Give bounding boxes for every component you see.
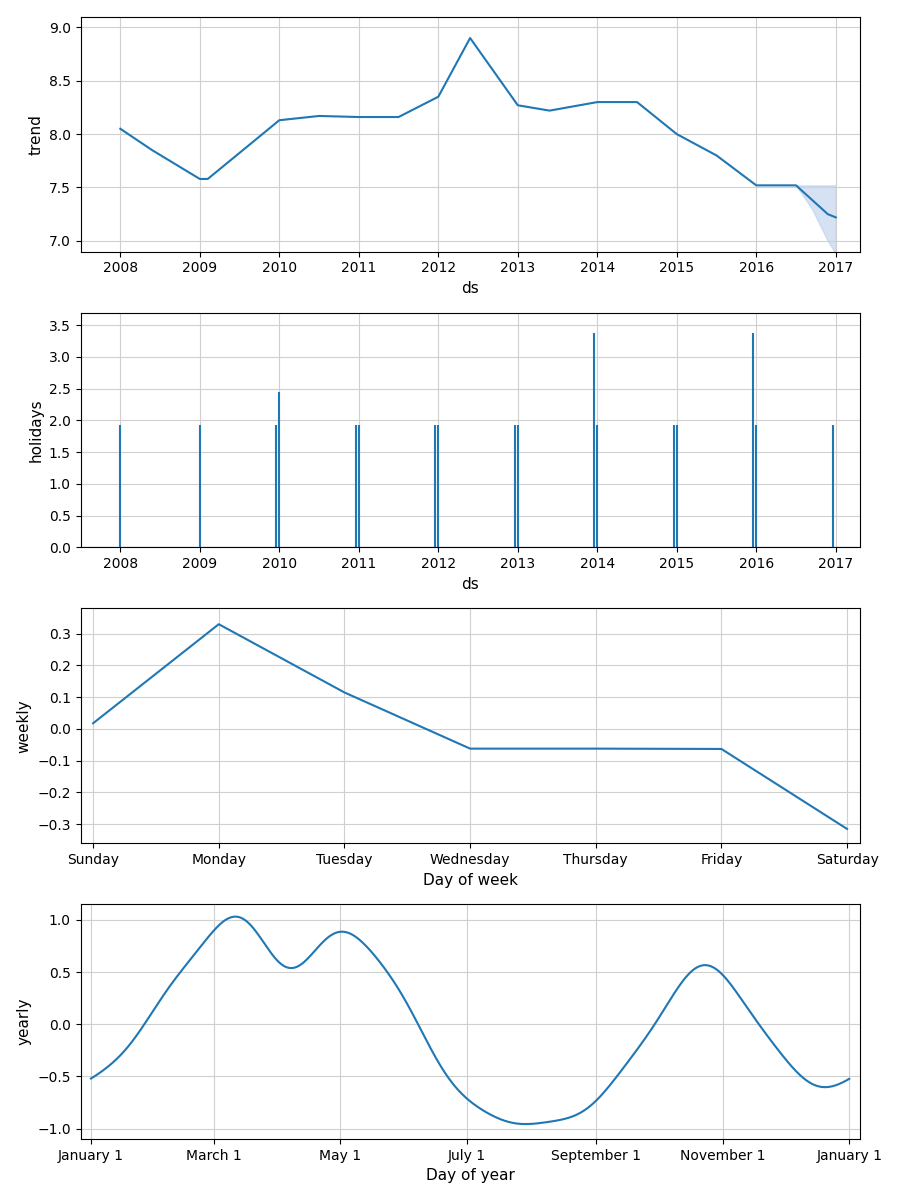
X-axis label: ds: ds — [461, 281, 479, 296]
Y-axis label: weekly: weekly — [17, 698, 32, 752]
X-axis label: Day of year: Day of year — [426, 1169, 515, 1183]
X-axis label: ds: ds — [461, 577, 479, 592]
Y-axis label: yearly: yearly — [17, 998, 32, 1045]
X-axis label: Day of week: Day of week — [423, 872, 518, 888]
Y-axis label: trend: trend — [28, 114, 43, 155]
Y-axis label: holidays: holidays — [28, 398, 43, 462]
